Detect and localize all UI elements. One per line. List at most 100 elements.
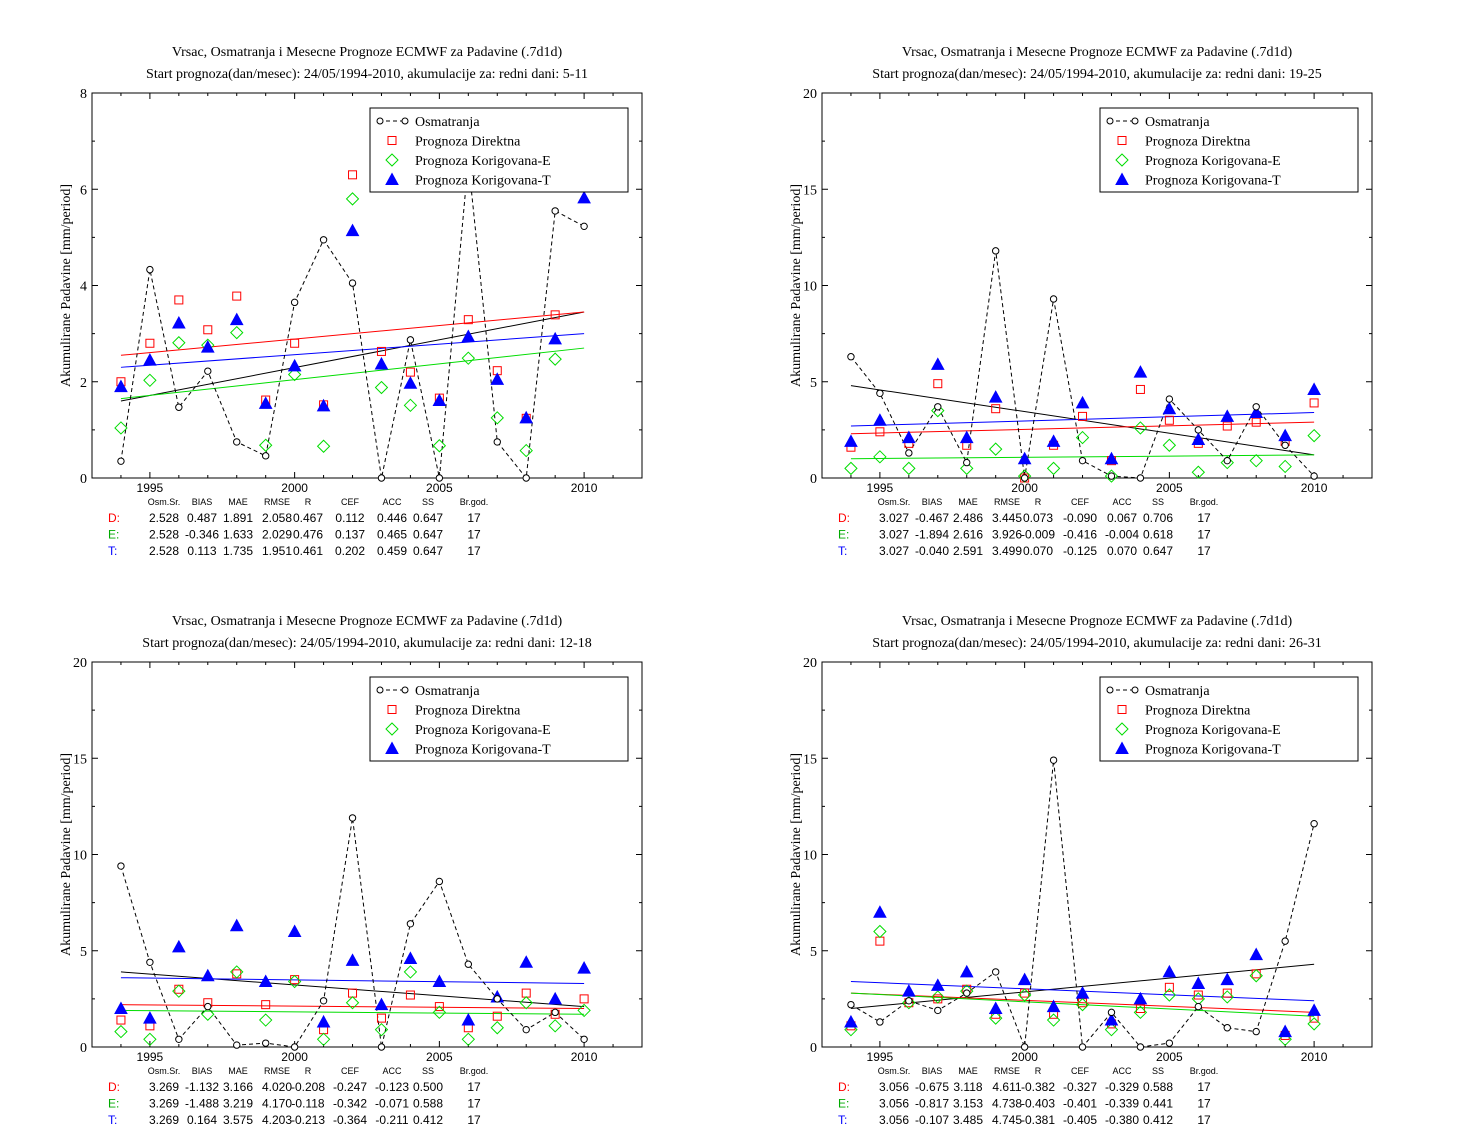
data-point-p3-corrT-3: [200, 968, 215, 982]
legend-marker-obs: [1131, 686, 1139, 694]
stats-row-label: D:: [838, 511, 850, 525]
stats-value: 0.070: [1107, 544, 1137, 558]
data-point-p4-obs-4: [963, 989, 971, 997]
stats-value: 4.738: [992, 1097, 1022, 1111]
data-point-p3-corrT-14: [519, 955, 534, 968]
y-tick-label: 15: [73, 752, 87, 767]
data-point-p3-obs-4: [233, 1041, 241, 1049]
stats-value: 3.153: [953, 1097, 983, 1111]
data-point-p1-obs-14: [522, 474, 530, 482]
data-point-p4-obs-0: [847, 1000, 855, 1009]
stats-header: SS: [422, 497, 434, 507]
data-point-p2-corrT-12: [1191, 432, 1206, 445]
series-line-obs: [120, 160, 585, 480]
chart-subtitle: Start prognoza(dan/mesec): 24/05/1994-20…: [872, 67, 1321, 82]
data-point-p3-corrE-3: [201, 1007, 215, 1021]
data-point-p3-obs-14: [522, 1025, 530, 1034]
stats-value: 0.459: [377, 544, 407, 558]
data-point-p4-corrT-13: [1220, 972, 1235, 986]
stats-value: 3.269: [149, 1113, 179, 1127]
data-point-p3-obs-8: [348, 814, 357, 822]
stats-value: -0.364: [333, 1113, 367, 1127]
data-point-p1-direct-12: [463, 315, 473, 325]
stats-header: SS: [1152, 1066, 1164, 1076]
data-point-p1-corrT-16: [577, 190, 591, 204]
stats-value: -0.380: [1105, 1113, 1139, 1127]
trend-line-direct: [120, 1004, 585, 1009]
stats-value: 1.633: [223, 528, 253, 542]
chart-title: Vrsac, Osmatranja i Mesecne Prognoze ECM…: [172, 614, 563, 629]
data-point-p2-corrT-11: [1162, 401, 1177, 415]
y-tick-label: 10: [73, 849, 87, 864]
data-point-p3-direct-legend: [387, 705, 397, 714]
data-point-p2-corrE-8: [1075, 430, 1090, 445]
stats-value: 3.056: [879, 1097, 909, 1111]
data-point-p2-corrT-14: [1249, 405, 1264, 419]
stats-value: -0.004: [1105, 528, 1139, 542]
series-line-obs: [120, 817, 585, 1048]
stats-value: 3.575: [223, 1113, 253, 1127]
y-tick-label: 10: [803, 849, 817, 864]
stats-value: 3.027: [879, 511, 909, 525]
data-point-p4-corrT-7: [1046, 999, 1061, 1013]
x-tick-label: 1995: [867, 481, 894, 495]
data-point-p2-corrE-11: [1162, 438, 1177, 452]
data-point-p3-corrT-11: [432, 974, 447, 988]
data-point-p4-obs-6: [1020, 1043, 1029, 1051]
stats-value: 17: [1197, 1097, 1211, 1111]
x-tick-label: 2010: [1301, 481, 1328, 495]
legend-marker-obs: [401, 686, 409, 694]
data-point-p3-direct-11: [434, 1002, 444, 1012]
y-tick-label: 6: [80, 183, 87, 198]
chart-panel-4: Vrsac, Osmatranja i Mesecne Prognoze ECM…: [789, 614, 1373, 1127]
x-tick-label: 2000: [1011, 1050, 1038, 1064]
data-point-p2-corrE-1: [873, 450, 887, 464]
y-axis-label: Akumulirane Padavine [mm/period]: [789, 753, 804, 956]
stats-value: -0.342: [333, 1097, 367, 1111]
data-point-p3-corrT-4: [229, 918, 244, 932]
data-point-p3-corrE-11: [432, 1005, 447, 1020]
data-point-p3-corrE-legend: [385, 722, 399, 736]
stats-value: -0.071: [375, 1097, 409, 1111]
stats-header: BIAS: [922, 1066, 943, 1076]
stats-header: SS: [422, 1066, 434, 1076]
data-point-p4-corrE-2: [902, 996, 916, 1010]
data-point-p3-corrT-12: [461, 1013, 476, 1026]
data-point-p4-corrT-5: [988, 1001, 1003, 1014]
y-tick-label: 20: [803, 87, 817, 102]
chart-title: Vrsac, Osmatranja i Mesecne Prognoze ECM…: [172, 45, 563, 60]
data-point-p1-obs-7: [319, 236, 328, 244]
trend-line-direct: [850, 421, 1315, 435]
stats-value: 4.611: [992, 1080, 1021, 1094]
stats-header: Osm.Sr.: [878, 1066, 911, 1076]
stats-header: MAE: [228, 497, 248, 507]
stats-value: 17: [1197, 1113, 1211, 1127]
y-tick-label: 8: [80, 87, 87, 102]
chart-title: Vrsac, Osmatranja i Mesecne Prognoze ECM…: [902, 614, 1293, 629]
data-point-p4-corrT-2: [901, 984, 916, 997]
data-point-p3-direct-0: [116, 1015, 126, 1025]
stats-header: MAE: [228, 1066, 248, 1076]
data-point-p3-corrE-9: [374, 1022, 389, 1037]
data-point-p3-corrT-2: [171, 939, 186, 953]
data-point-p4-corrT-4: [959, 964, 974, 978]
stats-value: -0.213: [291, 1113, 325, 1127]
stats-value: 17: [1197, 1080, 1211, 1094]
data-point-p4-obs-5: [991, 968, 1000, 976]
stats-value: 0.113: [187, 544, 216, 558]
stats-value: -0.090: [1063, 511, 1097, 525]
y-tick-label: 4: [80, 280, 87, 295]
stats-value: 17: [1197, 511, 1211, 525]
stats-header: ACC: [1112, 1066, 1132, 1076]
data-point-p2-corrT-13: [1220, 409, 1235, 422]
data-point-p2-obs-5: [991, 247, 1000, 255]
stats-header: RMSE: [994, 497, 1020, 507]
data-point-p3-corrT-0: [114, 1001, 128, 1014]
x-tick-label: 1995: [867, 1050, 894, 1064]
y-tick-label: 0: [80, 1041, 87, 1056]
data-point-p4-obs-14: [1252, 1027, 1260, 1036]
chart-title: Vrsac, Osmatranja i Mesecne Prognoze ECM…: [902, 45, 1293, 60]
x-tick-label: 1995: [137, 1050, 164, 1064]
stats-value: 0.465: [377, 528, 407, 542]
